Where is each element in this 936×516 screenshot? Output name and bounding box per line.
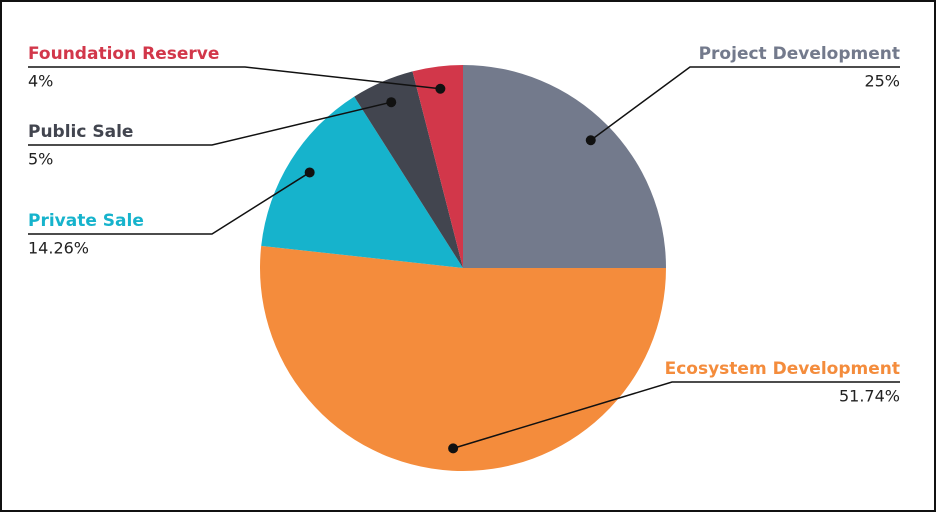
pie-slice: [261, 96, 463, 268]
slice-value-label: 4%: [28, 72, 53, 91]
slice-value-label: 51.74%: [839, 387, 900, 406]
slice-label: Ecosystem Development: [665, 359, 900, 379]
slice-label: Private Sale: [28, 211, 144, 231]
slice-label: Public Sale: [28, 122, 133, 142]
leader-line: [28, 66, 441, 90]
slice-value-label: 14.26%: [28, 239, 89, 258]
slice-label: Foundation Reserve: [28, 44, 219, 64]
leader-dot: [448, 443, 459, 454]
pie-slice: [354, 71, 463, 268]
leader-dot: [304, 167, 315, 178]
pie-slice: [463, 65, 666, 268]
pie-slice: [412, 65, 463, 268]
leader-line: [452, 381, 900, 450]
leader-line: [590, 66, 900, 141]
slice-label: Project Development: [699, 44, 900, 64]
leader-dot: [435, 83, 446, 94]
slice-value-label: 25%: [864, 72, 900, 91]
leader-dot: [386, 97, 397, 108]
leader-dot: [585, 135, 596, 146]
leader-line: [28, 101, 392, 146]
leader-line: [28, 171, 311, 235]
slice-value-label: 5%: [28, 150, 53, 169]
